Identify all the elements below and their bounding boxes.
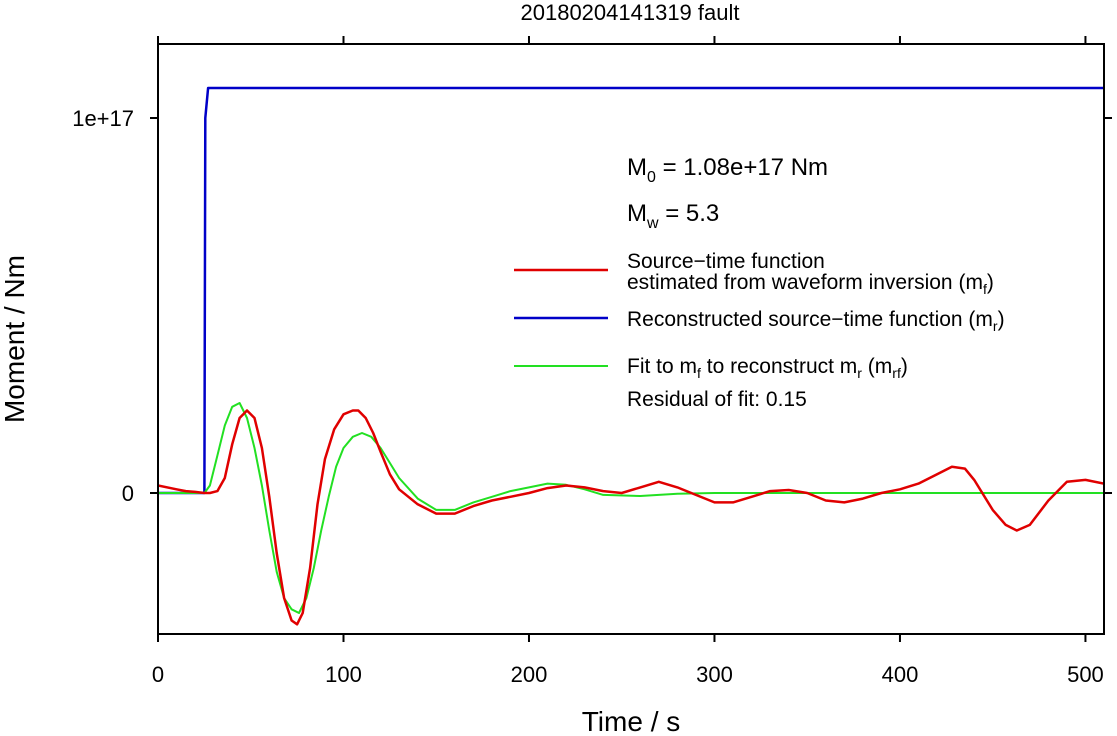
x-tick-label-0: 0 <box>152 662 164 687</box>
m0-sub: 0 <box>647 169 656 186</box>
x-tick-label-5: 500 <box>1067 662 1104 687</box>
legend-1-text: Reconstructed source−time function (m <box>627 308 993 331</box>
series-layer <box>158 86 1104 626</box>
legend-0-line2-text: estimated from waveform inversion (m <box>627 271 983 294</box>
x-tick-label-1: 100 <box>325 662 362 687</box>
mw-annotation: Mw = 5.3 <box>627 200 719 232</box>
legend-2-p3: (m <box>862 355 892 378</box>
legend-2-s3: rf <box>892 365 901 381</box>
mw-text: = 5.3 <box>659 200 720 227</box>
legend: Source−time function estimated from wave… <box>514 250 1005 411</box>
m0-annotation: M0 = 1.08e+17 Nm <box>627 154 828 186</box>
legend-2-s1: f <box>697 365 701 381</box>
mw-base: M <box>627 200 647 227</box>
x-tick-label-4: 400 <box>882 662 919 687</box>
x-tick-label-3: 300 <box>696 662 733 687</box>
m0-text: = 1.08e+17 Nm <box>656 154 828 181</box>
legend-label-series-0-line2: estimated from waveform inversion (mf) <box>627 271 994 297</box>
series-line-0 <box>158 409 1104 626</box>
y-tick-label-1: 1e+17 <box>72 106 134 131</box>
legend-label-series-0-line1: Source−time function <box>627 250 825 273</box>
y-tick-label-0: 0 <box>122 481 134 506</box>
chart-title: 20180204141319 fault <box>521 0 740 25</box>
legend-2-p2: to reconstruct m <box>701 355 857 378</box>
legend-2-p1: Fit to m <box>627 355 697 378</box>
plot-frame <box>157 43 1105 635</box>
legend-label-series-2: Fit to mf to reconstruct mr (mrf) <box>627 355 908 381</box>
y-axis-label: Moment / Nm <box>0 255 30 423</box>
legend-0-tail: ) <box>987 271 994 294</box>
legend-0-sub: f <box>983 281 987 297</box>
annotation-block: M0 = 1.08e+17 Nm Mw = 5.3 <box>627 154 828 232</box>
ticks-layer: 0 100 200 300 400 500 0 1e+17 <box>72 36 1112 687</box>
x-tick-label-2: 200 <box>511 662 548 687</box>
legend-1-tail: ) <box>998 308 1005 331</box>
series-line-2 <box>158 402 1104 614</box>
mw-sub: w <box>646 215 659 232</box>
legend-label-series-1: Reconstructed source−time function (mr) <box>627 308 1005 334</box>
legend-2-s2: r <box>857 365 862 381</box>
legend-1-sub: r <box>993 318 998 334</box>
residual-annotation: Residual of fit: 0.15 <box>627 388 807 411</box>
m0-base: M <box>627 154 647 181</box>
legend-2-p4: ) <box>901 355 908 378</box>
plot-area <box>157 43 1105 635</box>
x-axis-label: Time / s <box>582 706 681 736</box>
